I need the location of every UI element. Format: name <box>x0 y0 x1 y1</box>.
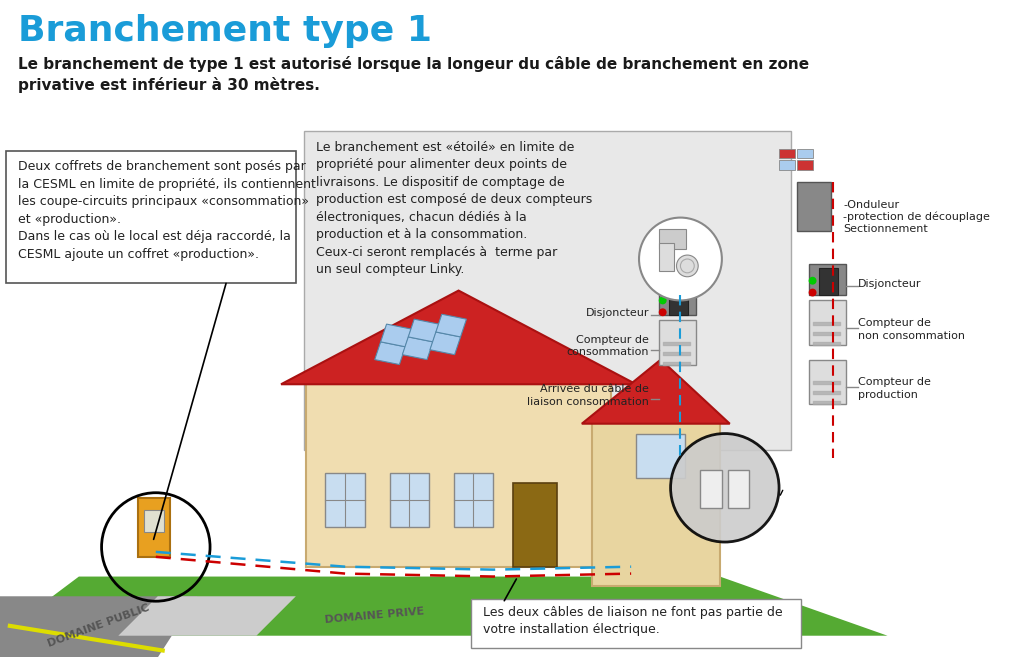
FancyBboxPatch shape <box>326 473 365 527</box>
FancyBboxPatch shape <box>304 131 791 450</box>
Circle shape <box>809 277 816 285</box>
FancyBboxPatch shape <box>779 148 795 158</box>
FancyBboxPatch shape <box>471 599 801 647</box>
Polygon shape <box>375 342 406 365</box>
FancyBboxPatch shape <box>797 148 813 158</box>
FancyBboxPatch shape <box>818 268 839 295</box>
FancyBboxPatch shape <box>809 264 846 295</box>
Polygon shape <box>0 596 198 657</box>
Text: -Onduleur
-protection de découplage
Sectionnement: -Onduleur -protection de découplage Sect… <box>843 200 990 234</box>
Polygon shape <box>582 359 730 424</box>
Polygon shape <box>381 324 412 347</box>
Text: Disjoncteur: Disjoncteur <box>586 308 649 318</box>
Text: Le branchement de type 1 est autorisé lorsque la longeur du câble de branchement: Le branchement de type 1 est autorisé lo… <box>17 56 809 93</box>
FancyBboxPatch shape <box>669 287 688 315</box>
FancyBboxPatch shape <box>138 498 170 557</box>
Polygon shape <box>119 596 296 636</box>
Text: Compteur de
production: Compteur de production <box>858 377 931 400</box>
Text: Disjoncteur: Disjoncteur <box>858 279 922 289</box>
FancyBboxPatch shape <box>513 483 557 567</box>
FancyBboxPatch shape <box>658 283 696 315</box>
Polygon shape <box>592 419 720 587</box>
FancyBboxPatch shape <box>144 510 164 532</box>
FancyBboxPatch shape <box>6 150 296 283</box>
Text: Compteur de
consommation: Compteur de consommation <box>566 335 649 357</box>
Circle shape <box>639 218 722 301</box>
FancyBboxPatch shape <box>728 470 750 508</box>
Text: Deux coffrets de branchement sont posés par
la CESML en limite de propriété, ils: Deux coffrets de branchement sont posés … <box>17 160 315 261</box>
Text: DOMAINE PRIVE: DOMAINE PRIVE <box>325 606 425 626</box>
FancyBboxPatch shape <box>797 160 813 170</box>
Circle shape <box>677 255 698 277</box>
Circle shape <box>658 308 667 316</box>
FancyBboxPatch shape <box>454 473 494 527</box>
Text: Le branchement est «étoilé» en limite de
propriété pour alimenter deux points de: Le branchement est «étoilé» en limite de… <box>315 140 592 276</box>
Polygon shape <box>0 577 888 636</box>
FancyBboxPatch shape <box>809 301 846 345</box>
FancyBboxPatch shape <box>700 470 722 508</box>
Circle shape <box>809 289 816 297</box>
FancyBboxPatch shape <box>809 359 846 404</box>
Text: Arrivée du câble de
liaison consommation: Arrivée du câble de liaison consommation <box>527 384 649 406</box>
Polygon shape <box>306 379 611 567</box>
FancyBboxPatch shape <box>636 434 685 478</box>
FancyBboxPatch shape <box>797 182 831 232</box>
FancyBboxPatch shape <box>658 230 686 249</box>
FancyBboxPatch shape <box>389 473 429 527</box>
Polygon shape <box>402 337 433 359</box>
Circle shape <box>671 434 779 542</box>
FancyBboxPatch shape <box>779 160 795 170</box>
Polygon shape <box>436 314 467 337</box>
Text: Compteur de
non consommation: Compteur de non consommation <box>858 318 965 340</box>
Text: Les deux câbles de liaison ne font pas partie de
votre installation électrique.: Les deux câbles de liaison ne font pas p… <box>483 606 782 636</box>
FancyBboxPatch shape <box>658 320 696 365</box>
Polygon shape <box>281 291 636 384</box>
Polygon shape <box>430 332 461 355</box>
Text: Branchement type 1: Branchement type 1 <box>17 15 432 48</box>
Text: DOMAINE PUBLIC: DOMAINE PUBLIC <box>46 603 151 649</box>
FancyBboxPatch shape <box>658 243 674 271</box>
Polygon shape <box>409 319 439 342</box>
Circle shape <box>658 297 667 305</box>
